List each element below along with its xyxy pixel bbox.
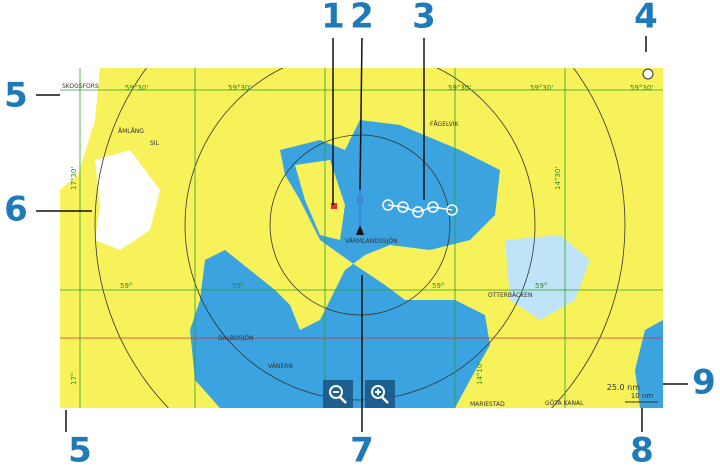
callout-number: 9 [692,363,716,403]
grid-label: 59° [120,282,132,290]
callout-number: 4 [634,0,658,37]
shallow-water [505,235,590,320]
icon [339,396,347,404]
leader-line [359,37,363,191]
callout-number: 8 [630,431,654,471]
north-indicator[interactable] [642,68,654,80]
button-bg [365,380,395,408]
icon [381,396,389,404]
waypoint [331,203,337,209]
grid-label: 14°30' [554,167,562,190]
lake [95,150,160,250]
place-label: SKOGSFORS [62,83,99,90]
callouts: 1 2 3 4 5 6 5 7 89 [4,0,716,471]
callout-number: 6 [4,190,28,230]
scale-label: 10 nm [631,392,654,400]
grid-label: 59° [535,282,547,290]
button-bg [323,380,353,408]
grid-label: 59°30' [630,84,653,92]
callout-number: 1 [321,0,345,37]
route-waypoints [382,199,458,218]
place-label: MARIESTAD [470,401,505,408]
grid-label: 14°10' [476,362,484,385]
grid-label: 59°30' [448,84,471,92]
grid-label: 59° [232,282,244,290]
place-label: GÖTA KANAL [545,400,584,407]
grid-label: 59° [432,282,444,290]
north-arrow [645,60,651,67]
place-label: VÄRMLANDSSJÖN [345,238,397,245]
grid-label: 17°30' [70,167,78,190]
place-label: OTTERBÄCKEN [488,292,532,299]
range-label: 25.0 nm [607,383,640,392]
place-label: DALBOSJÖN [218,335,253,342]
callout-number: 7 [350,431,374,471]
zoom-in-button[interactable] [365,380,395,408]
vessel [356,225,364,235]
icon [329,385,343,399]
cursor [356,196,364,204]
callout-number: 5 [4,76,28,116]
callout-number: 3 [412,0,436,37]
grid-label: 59°30' [228,84,251,92]
icon [371,385,385,399]
zoom-out-button[interactable] [323,380,353,408]
grid-label: 17° [70,373,78,385]
place-label: SIL [150,140,160,147]
water [635,320,663,408]
place-label: ÅMLÅNG [118,128,144,135]
callout-number: 5 [68,431,92,471]
grid-label: 59°30' [530,84,553,92]
place-label: FÅGELVIK [430,121,460,128]
map-labels: SKOGSFORS ÅMLÅNG SIL FÅGELVIK VÄRMLANDSSJÖN O… [62,83,653,408]
place-label: VÄNERN [268,363,293,370]
grid-label: 59°30' [125,84,148,92]
callout-number: 2 [350,0,374,37]
water [190,120,500,408]
